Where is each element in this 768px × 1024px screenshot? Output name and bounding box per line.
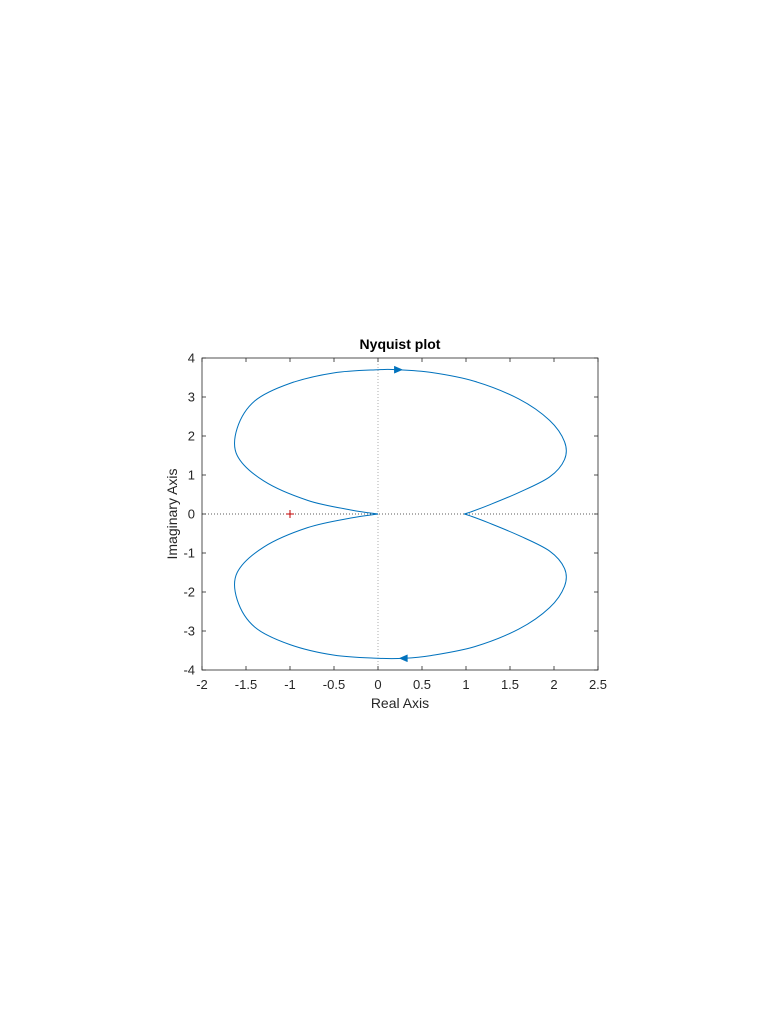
- y-tick-label: -4: [183, 663, 195, 678]
- direction-arrow-upper: [394, 365, 403, 374]
- nyquist-curves: [233, 365, 567, 663]
- x-tick-label: 1: [462, 677, 469, 692]
- critical-point-layer: [286, 510, 294, 518]
- y-tick-label: -2: [183, 585, 195, 600]
- x-tick-label: -2: [196, 677, 208, 692]
- y-tick-label: 3: [188, 390, 195, 405]
- y-tick-label: 0: [188, 507, 195, 522]
- y-tick-label: 4: [188, 351, 195, 366]
- x-tick-label: -1.5: [235, 677, 257, 692]
- x-axis-label: Real Axis: [371, 695, 429, 711]
- chart-title: Nyquist plot: [360, 336, 441, 352]
- y-tick-label: -1: [183, 546, 195, 561]
- x-tick-label: -1: [284, 677, 296, 692]
- x-axis-ticks: -2 -1.5 -1 -0.5 0 0.5 1 1.5 2 2.5: [196, 358, 607, 692]
- y-tick-label: -3: [183, 624, 195, 639]
- x-tick-label: 2: [550, 677, 557, 692]
- x-tick-label: 0: [374, 677, 381, 692]
- y-axis-label: Imaginary Axis: [164, 468, 180, 559]
- nyquist-curve-lower: [233, 513, 567, 660]
- zero-reference-lines: [202, 358, 598, 670]
- x-tick-label: 0.5: [413, 677, 431, 692]
- nyquist-curve-upper: [233, 368, 567, 515]
- y-tick-label: 2: [188, 429, 195, 444]
- x-tick-label: 2.5: [589, 677, 607, 692]
- y-tick-label: 1: [188, 468, 195, 483]
- x-tick-label: 1.5: [501, 677, 519, 692]
- y-axis-ticks: -4 -3 -2 -1 0 1 2 3 4: [183, 351, 598, 678]
- direction-arrow-lower: [398, 654, 408, 663]
- x-tick-label: -0.5: [323, 677, 345, 692]
